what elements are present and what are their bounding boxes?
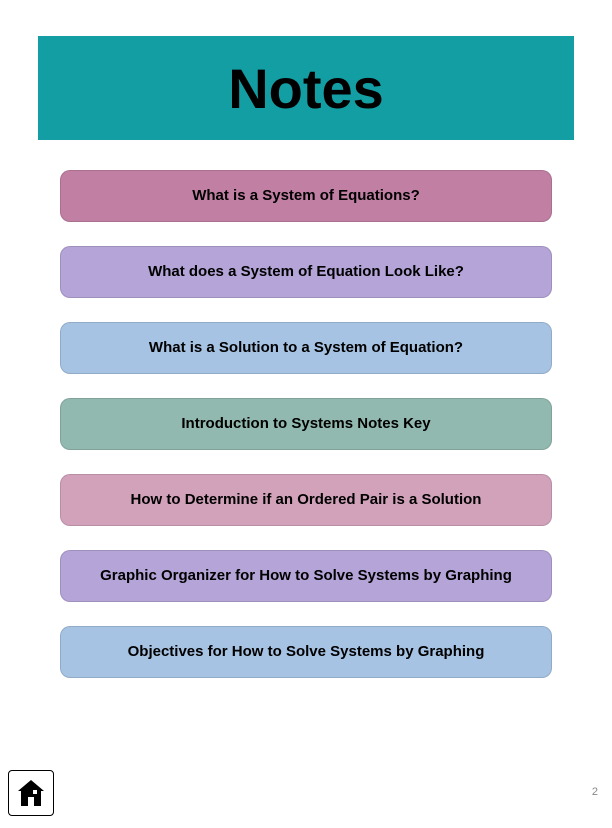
- page-number: 2: [592, 786, 598, 798]
- topic-button-what-look-like[interactable]: What does a System of Equation Look Like…: [60, 246, 552, 298]
- topic-button-label: Introduction to Systems Notes Key: [181, 414, 430, 434]
- topic-button-intro-notes-key[interactable]: Introduction to Systems Notes Key: [60, 398, 552, 450]
- topic-button-objectives-graphing[interactable]: Objectives for How to Solve Systems by G…: [60, 626, 552, 678]
- topic-button-ordered-pair-solution[interactable]: How to Determine if an Ordered Pair is a…: [60, 474, 552, 526]
- home-icon: [14, 776, 48, 810]
- topic-button-label: Objectives for How to Solve Systems by G…: [128, 642, 485, 662]
- topic-button-what-is-system[interactable]: What is a System of Equations?: [60, 170, 552, 222]
- topic-button-list: What is a System of Equations? What does…: [60, 170, 552, 678]
- topic-button-label: What is a Solution to a System of Equati…: [149, 338, 463, 358]
- topic-button-label: What does a System of Equation Look Like…: [148, 262, 464, 282]
- topic-button-label: What is a System of Equations?: [192, 186, 420, 206]
- topic-button-label: How to Determine if an Ordered Pair is a…: [131, 490, 482, 510]
- page-title: Notes: [228, 56, 384, 121]
- topic-button-what-is-solution[interactable]: What is a Solution to a System of Equati…: [60, 322, 552, 374]
- topic-button-graphic-organizer[interactable]: Graphic Organizer for How to Solve Syste…: [60, 550, 552, 602]
- home-button[interactable]: [8, 770, 54, 816]
- topic-button-label: Graphic Organizer for How to Solve Syste…: [100, 566, 512, 586]
- page-header: Notes: [38, 36, 574, 140]
